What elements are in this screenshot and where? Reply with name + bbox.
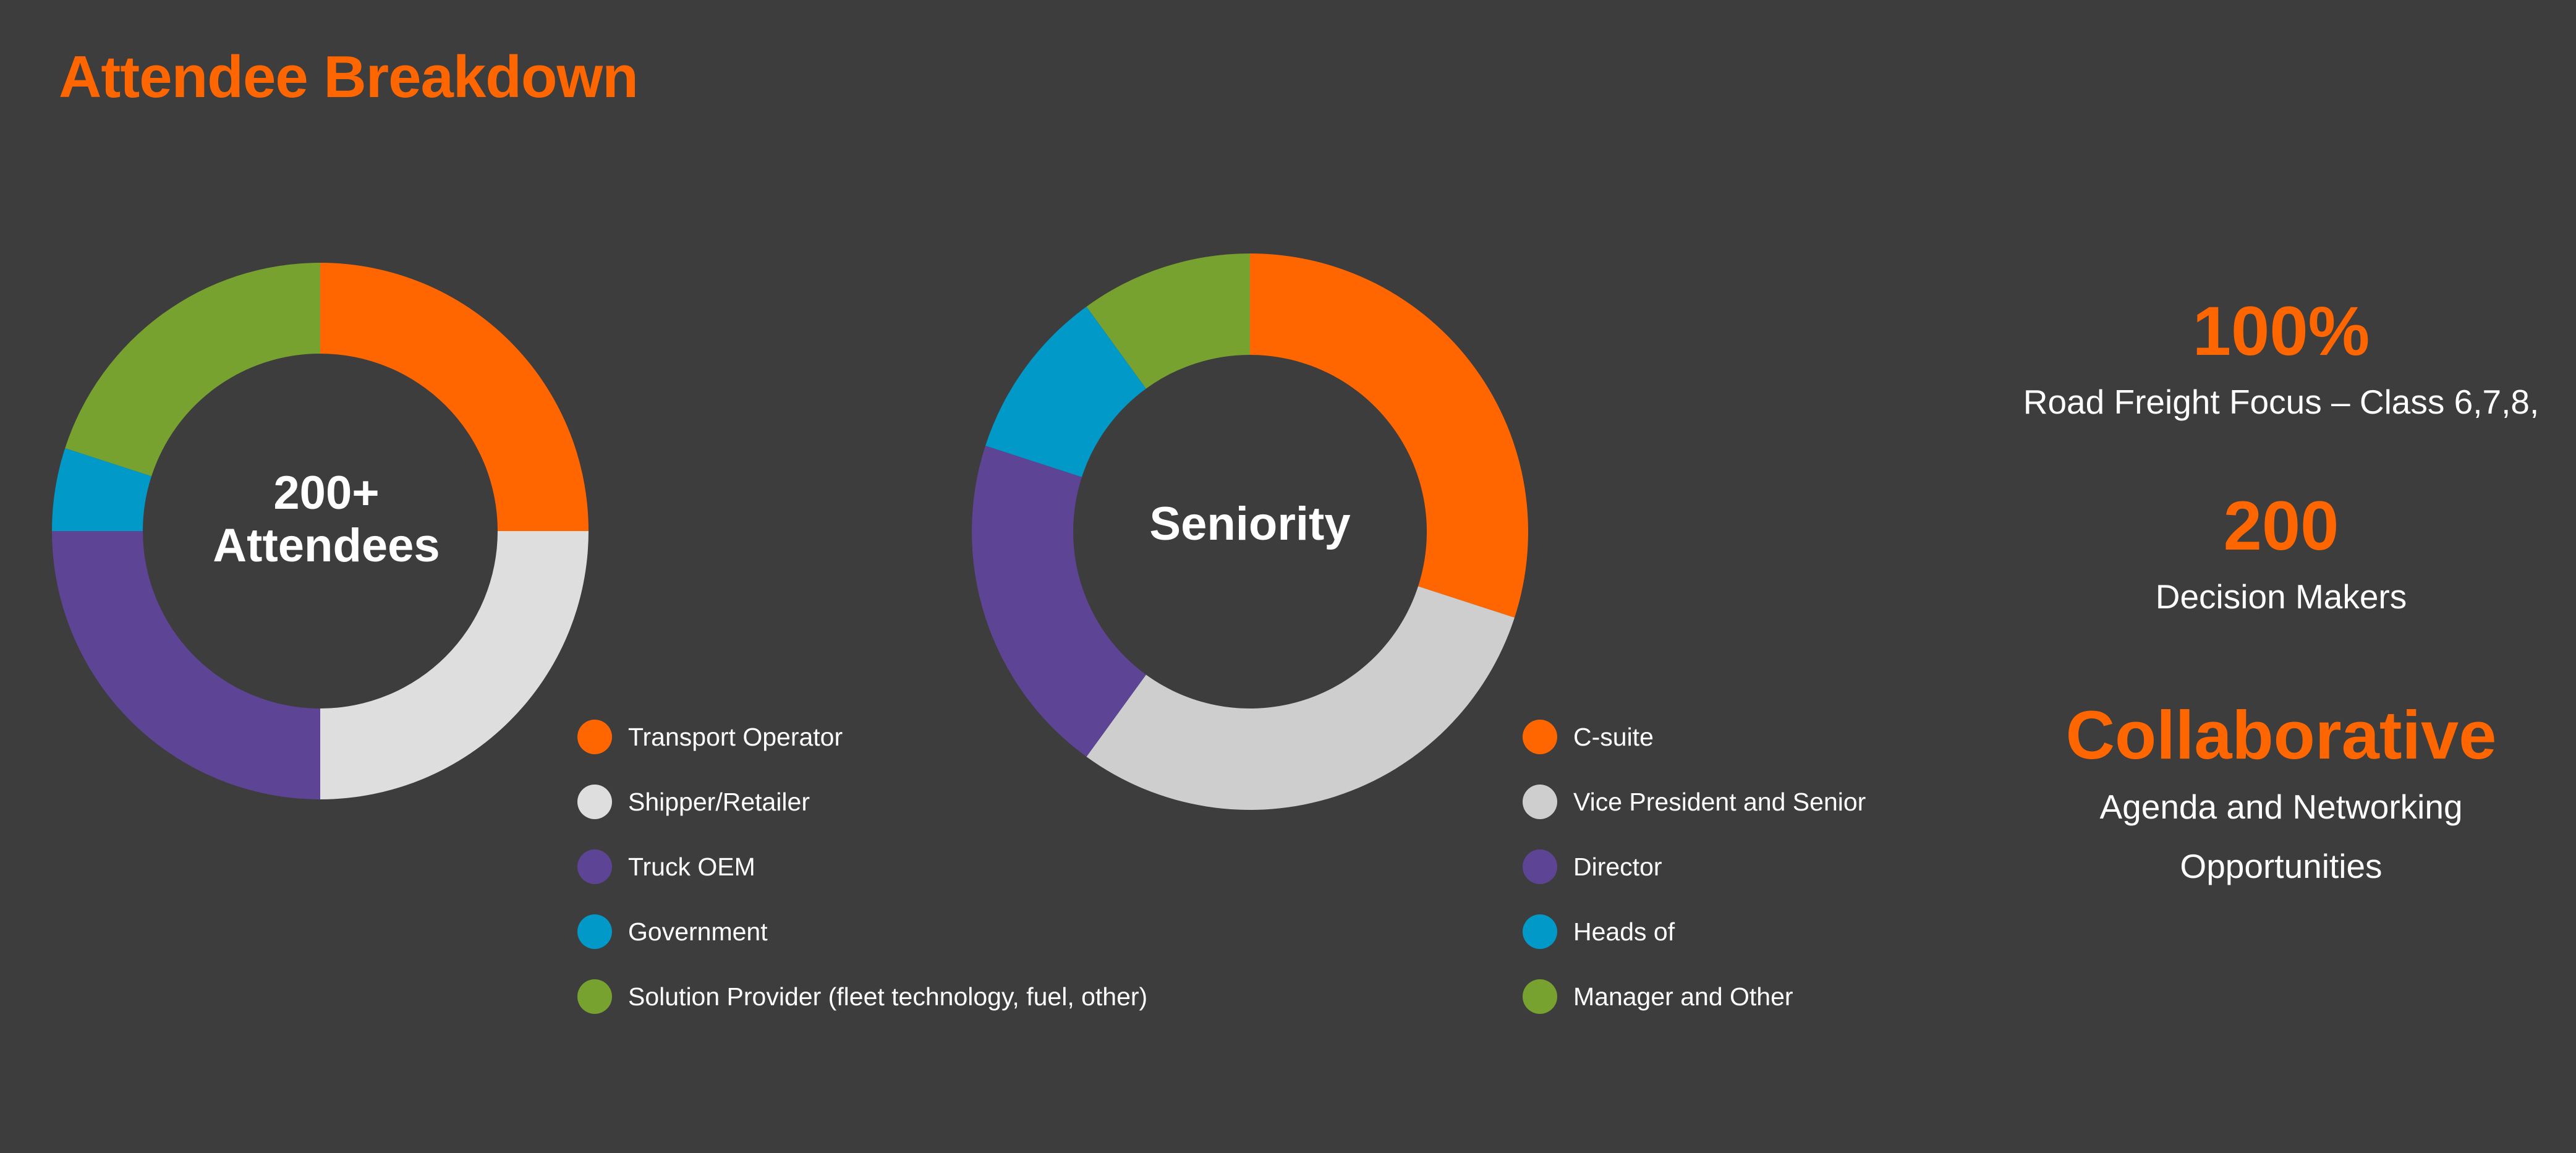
stat-value: 200 <box>2223 487 2339 564</box>
attendees-center-label: 200+ Attendees <box>197 467 456 572</box>
legend-item: Director <box>1523 849 1662 884</box>
legend-label: Vice President and Senior <box>1573 787 1866 816</box>
attendees-donut-chart <box>52 263 589 799</box>
legend-label: Director <box>1573 852 1662 881</box>
stat-value: 100% <box>2192 292 2370 370</box>
legend-swatch <box>577 720 612 754</box>
donut-slice-shipper-retailer <box>320 531 589 799</box>
legend-label: Government <box>628 917 768 946</box>
donut-slice-manager-and-other <box>1086 253 1250 389</box>
legend-label: Transport Operator <box>628 722 843 751</box>
donut-slice-truck-oem <box>52 531 320 799</box>
donut-slice-c-suite <box>1250 253 1528 618</box>
legend-item: Manager and Other <box>1523 979 1793 1014</box>
attendees-word: Attendees <box>213 519 440 572</box>
seniority-label: Seniority <box>1149 498 1351 550</box>
stat-text: Opportunities <box>2180 847 2383 886</box>
legend-item: C-suite <box>1523 720 1654 754</box>
legend-swatch <box>1523 785 1557 819</box>
legend-swatch <box>577 785 612 819</box>
stat-road-freight: 100% Road Freight Focus – Class 6,7,8, <box>2009 297 2553 432</box>
stat-text: Road Freight Focus – Class 6,7,8, <box>2023 383 2540 421</box>
legend-swatch <box>1523 914 1557 949</box>
legend-swatch <box>1523 979 1557 1014</box>
stat-decision-makers: 200 Decision Makers <box>2009 491 2553 626</box>
donut-slice-director <box>972 445 1146 757</box>
legend-label: Manager and Other <box>1573 982 1793 1011</box>
page-title: Attendee Breakdown <box>59 44 639 110</box>
donut-slice-heads-of <box>985 306 1146 477</box>
stat-text: Decision Makers <box>2155 577 2407 616</box>
seniority-donut-chart <box>972 253 1528 810</box>
donut-slice-government <box>52 448 152 531</box>
legend-label: Shipper/Retailer <box>628 787 810 816</box>
legend-item: Shipper/Retailer <box>577 785 810 819</box>
legend-swatch <box>577 849 612 884</box>
legend-swatch <box>1523 849 1557 884</box>
legend-label: Truck OEM <box>628 852 755 881</box>
legend-item: Government <box>577 914 768 949</box>
legend-label: C-suite <box>1573 722 1654 751</box>
attendees-count: 200+ <box>273 467 380 519</box>
legend-item: Truck OEM <box>577 849 755 884</box>
legend-item: Heads of <box>1523 914 1675 949</box>
donut-slice-solution-provider-fleet-technology-fuel-other <box>65 263 321 477</box>
legend-swatch <box>1523 720 1557 754</box>
legend-swatch <box>577 914 612 949</box>
legend-item: Solution Provider (fleet technology, fue… <box>577 979 1147 1014</box>
seniority-center-label: Seniority <box>1126 498 1374 550</box>
donut-slice-transport-operator <box>320 263 589 531</box>
legend-label: Heads of <box>1573 917 1675 946</box>
stat-value: Collaborative <box>2065 697 2497 773</box>
donut-slice-vice-president-and-senior <box>1086 586 1515 810</box>
legend-item: Vice President and Senior <box>1523 785 1866 819</box>
legend-label: Solution Provider (fleet technology, fue… <box>628 982 1148 1011</box>
stat-text: Agenda and Networking <box>2099 788 2463 826</box>
legend-swatch <box>577 979 612 1014</box>
stat-collaborative: Collaborative Agenda and Networking Oppo… <box>2009 702 2553 896</box>
legend-item: Transport Operator <box>577 720 843 754</box>
